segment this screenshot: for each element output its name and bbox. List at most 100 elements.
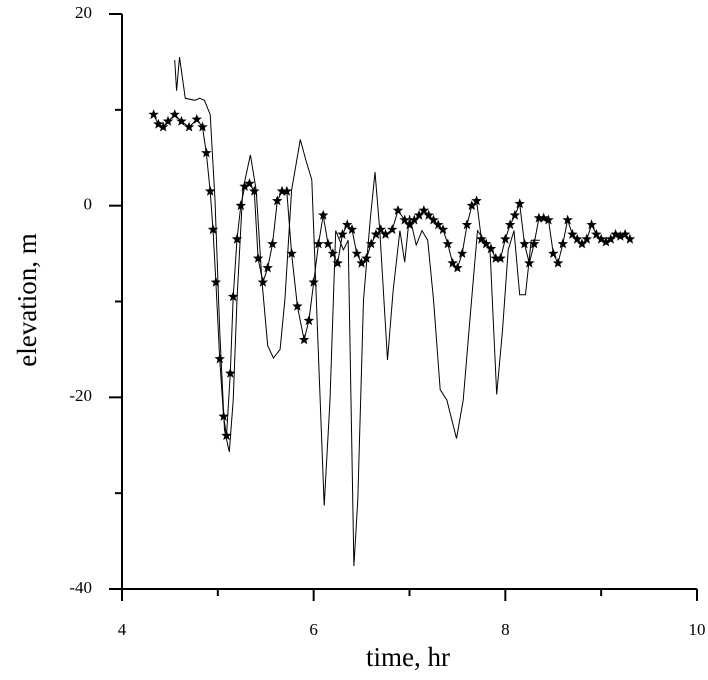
star-marker bbox=[471, 195, 482, 206]
star-marker bbox=[346, 224, 358, 235]
star-marker bbox=[562, 214, 573, 225]
star-marker bbox=[387, 224, 398, 235]
star-marker bbox=[586, 219, 597, 230]
star-marker bbox=[552, 257, 564, 268]
star-marker bbox=[201, 147, 212, 158]
star-marker bbox=[533, 212, 545, 223]
star-marker bbox=[548, 248, 559, 258]
star-marker bbox=[495, 252, 506, 263]
star-marker bbox=[591, 228, 602, 239]
star-marker bbox=[392, 205, 404, 215]
star-marker bbox=[191, 113, 202, 124]
star-marker bbox=[257, 276, 269, 287]
star-marker bbox=[437, 224, 449, 235]
star-marker bbox=[214, 353, 225, 364]
x-tick-label: 8 bbox=[501, 620, 510, 639]
star-marker bbox=[543, 214, 554, 225]
star-marker bbox=[490, 252, 501, 263]
star-marker bbox=[322, 238, 334, 249]
star-marker bbox=[276, 185, 288, 196]
star-marker bbox=[615, 230, 626, 241]
star-marker bbox=[370, 228, 382, 239]
star-marker bbox=[197, 121, 208, 132]
star-marker bbox=[619, 228, 631, 239]
x-tick-label: 10 bbox=[689, 620, 706, 639]
y-tick-label: 0 bbox=[84, 195, 93, 214]
star-marker bbox=[337, 228, 348, 239]
star-marker bbox=[605, 233, 616, 244]
star-marker bbox=[600, 236, 612, 247]
star-marker bbox=[365, 238, 377, 249]
star-marker bbox=[413, 209, 425, 220]
star-marker bbox=[332, 257, 343, 268]
y-tick-label: 20 bbox=[75, 3, 92, 22]
x-tick-label: 6 bbox=[309, 620, 318, 639]
star-marker bbox=[524, 257, 535, 268]
star-marker bbox=[183, 121, 195, 132]
star-marker bbox=[318, 209, 329, 220]
star-marker bbox=[227, 291, 239, 302]
star-marker bbox=[519, 238, 530, 249]
star-marker bbox=[158, 121, 169, 132]
star-marker bbox=[452, 262, 463, 273]
star-marker bbox=[313, 238, 324, 249]
star-marker bbox=[361, 252, 372, 263]
star-marker bbox=[308, 276, 319, 287]
star-marker bbox=[428, 214, 439, 225]
star-marker bbox=[466, 200, 477, 211]
star-marker bbox=[572, 233, 583, 244]
star-marker bbox=[292, 300, 303, 311]
star-marker bbox=[418, 205, 430, 215]
star-marker bbox=[433, 219, 444, 230]
star-marker bbox=[235, 200, 247, 211]
star-marker bbox=[272, 195, 283, 206]
star-marker bbox=[480, 238, 492, 249]
star-marker bbox=[457, 248, 468, 258]
series-line bbox=[153, 113, 631, 436]
star-marker bbox=[442, 238, 454, 249]
star-marker bbox=[210, 276, 222, 287]
star-marker bbox=[581, 233, 592, 244]
x-tick-label: 4 bbox=[118, 620, 127, 639]
star-marker bbox=[239, 181, 250, 191]
star-marker bbox=[528, 238, 540, 249]
star-marker bbox=[409, 214, 420, 225]
x-axis-label: time, hr bbox=[366, 642, 450, 672]
star-marker bbox=[262, 262, 273, 273]
star-marker bbox=[176, 115, 187, 126]
star-marker bbox=[447, 257, 458, 268]
star-marker bbox=[476, 233, 487, 244]
star-marker bbox=[298, 334, 310, 345]
star-marker bbox=[153, 118, 164, 129]
star-marker bbox=[485, 243, 497, 254]
star-marker bbox=[595, 233, 607, 244]
star-marker bbox=[375, 224, 386, 235]
star-marker bbox=[303, 315, 315, 326]
star-marker bbox=[610, 228, 621, 239]
star-marker bbox=[404, 219, 415, 230]
star-marker bbox=[327, 248, 339, 258]
star-marker bbox=[567, 228, 578, 239]
star-marker bbox=[514, 198, 525, 209]
star-marker bbox=[286, 248, 297, 258]
star-marker bbox=[267, 238, 278, 249]
star-marker bbox=[624, 233, 636, 244]
star-marker bbox=[281, 185, 293, 196]
star-marker bbox=[225, 367, 236, 378]
y-tick-label: -20 bbox=[69, 386, 92, 405]
star-marker bbox=[207, 224, 219, 235]
star-marker bbox=[244, 178, 255, 189]
star-marker bbox=[351, 248, 362, 258]
star-marker bbox=[356, 257, 367, 268]
star-marker bbox=[461, 219, 473, 230]
series-line bbox=[174, 57, 540, 567]
star-marker bbox=[509, 209, 521, 220]
star-marker bbox=[148, 109, 159, 120]
star-marker bbox=[342, 219, 353, 230]
star-marker bbox=[204, 185, 216, 196]
star-marker bbox=[249, 185, 260, 196]
star-marker bbox=[231, 233, 243, 244]
star-marker bbox=[557, 238, 569, 249]
star-marker bbox=[162, 115, 174, 126]
star-marker bbox=[576, 238, 588, 249]
